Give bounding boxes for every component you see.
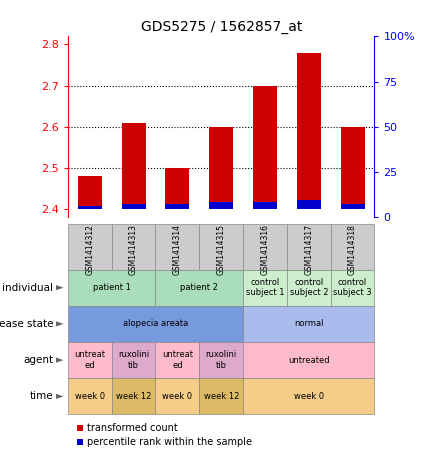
Bar [78, 206, 102, 209]
Text: transformed count: transformed count [87, 423, 178, 433]
Text: alopecia areata: alopecia areata [123, 319, 188, 328]
Text: GSM1414317: GSM1414317 [304, 224, 313, 275]
Text: untreat
ed: untreat ed [74, 351, 105, 370]
Bar [122, 123, 145, 209]
Title: GDS5275 / 1562857_at: GDS5275 / 1562857_at [141, 20, 302, 34]
Text: ruxolini
tib: ruxolini tib [205, 351, 237, 370]
Text: individual: individual [3, 283, 53, 293]
Bar [209, 127, 233, 209]
Text: week 12: week 12 [204, 392, 239, 401]
Polygon shape [56, 285, 64, 290]
Text: ruxolini
tib: ruxolini tib [118, 351, 149, 370]
Text: control
subject 3: control subject 3 [333, 278, 372, 297]
Bar [78, 176, 102, 209]
Text: agent: agent [23, 355, 53, 365]
Bar [122, 204, 145, 209]
Text: GSM1414316: GSM1414316 [261, 224, 269, 275]
Text: GSM1414315: GSM1414315 [217, 224, 226, 275]
Text: GSM1414312: GSM1414312 [85, 224, 94, 275]
Text: patient 2: patient 2 [180, 283, 218, 292]
Text: week 0: week 0 [75, 392, 105, 401]
Bar [253, 202, 277, 209]
Bar [341, 127, 364, 209]
Text: week 0: week 0 [294, 392, 324, 401]
Bar [297, 53, 321, 209]
Text: GSM1414318: GSM1414318 [348, 224, 357, 275]
Text: control
subject 1: control subject 1 [246, 278, 284, 297]
Text: control
subject 2: control subject 2 [290, 278, 328, 297]
Bar [341, 204, 364, 209]
Text: time: time [30, 391, 53, 401]
Text: GSM1414313: GSM1414313 [129, 224, 138, 275]
Text: percentile rank within the sample: percentile rank within the sample [87, 437, 252, 447]
Bar [253, 86, 277, 209]
Bar [166, 168, 190, 209]
Bar [166, 204, 190, 209]
Text: GSM1414314: GSM1414314 [173, 224, 182, 275]
Text: untreat
ed: untreat ed [162, 351, 193, 370]
Polygon shape [56, 357, 64, 363]
Bar [209, 202, 233, 209]
Text: untreated: untreated [288, 356, 330, 365]
Bar [297, 200, 321, 209]
Text: week 12: week 12 [116, 392, 151, 401]
Polygon shape [56, 394, 64, 399]
Polygon shape [56, 321, 64, 327]
Text: disease state: disease state [0, 319, 53, 329]
Text: patient 1: patient 1 [93, 283, 131, 292]
Text: normal: normal [294, 319, 324, 328]
Text: week 0: week 0 [162, 392, 192, 401]
